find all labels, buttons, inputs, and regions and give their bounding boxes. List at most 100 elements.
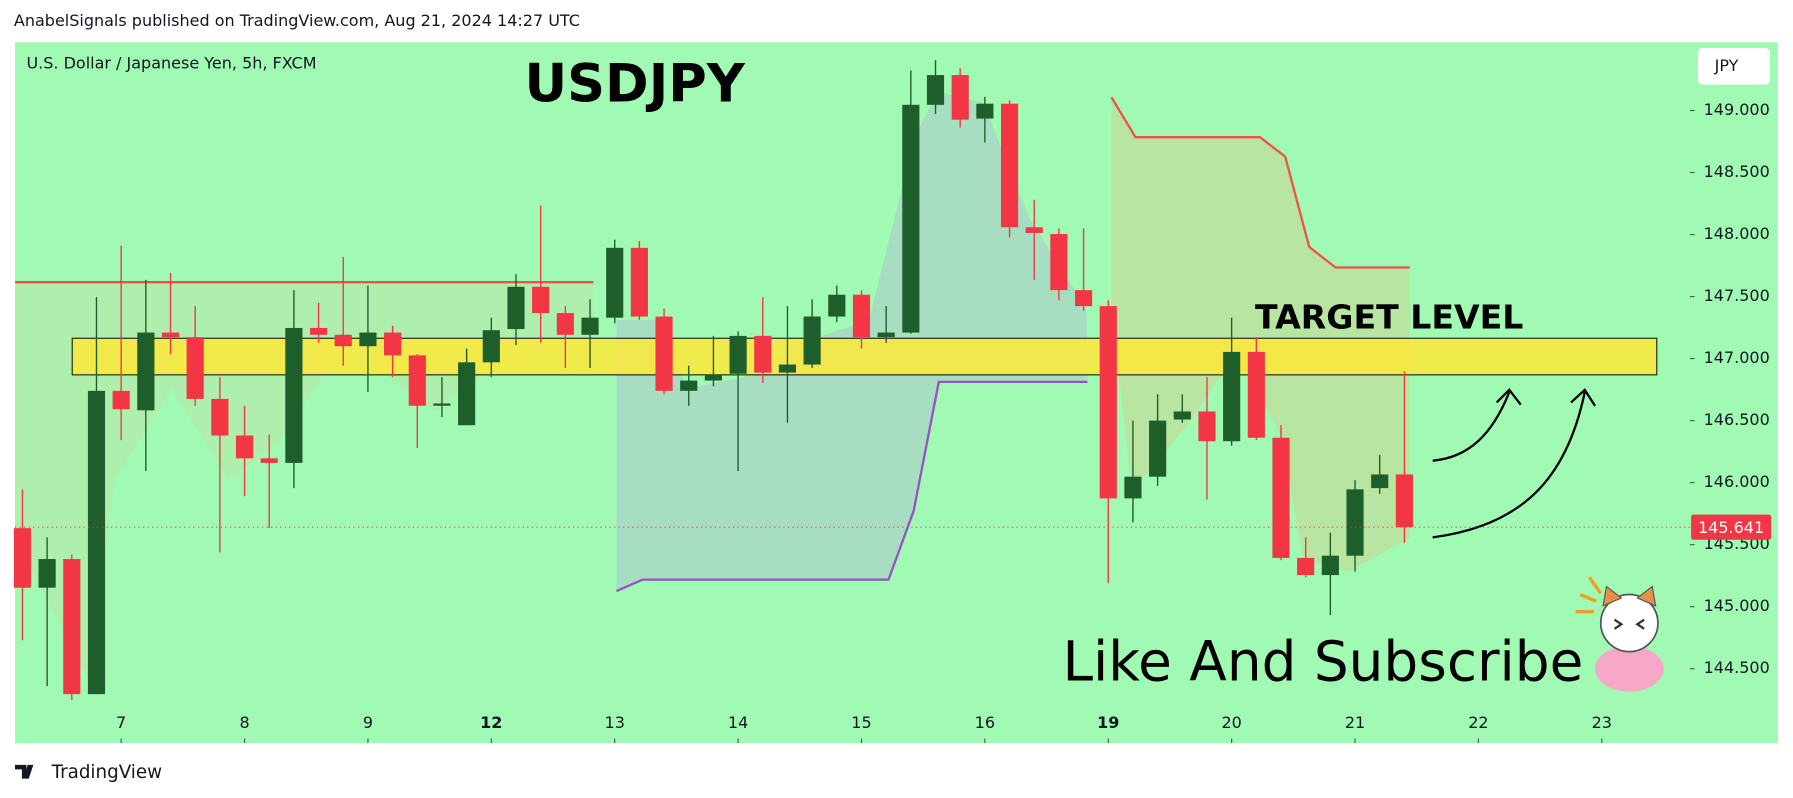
- candle-body: [1346, 489, 1364, 556]
- candle-body: [1272, 437, 1290, 558]
- x-tick-label: 8: [239, 713, 249, 732]
- candle-body: [556, 313, 574, 335]
- candle-body: [1000, 103, 1019, 228]
- candle-body: [655, 316, 673, 391]
- candle-body: [1173, 411, 1191, 420]
- y-tick-label: 144.500: [1704, 658, 1770, 677]
- x-tick-label: 13: [605, 713, 625, 732]
- arrow: [1432, 391, 1511, 462]
- candle-body: [384, 332, 402, 356]
- chart-title: USDJPY: [524, 54, 745, 115]
- candle-body: [1198, 411, 1216, 442]
- y-tick-label: 147.000: [1704, 348, 1770, 367]
- currency: JPY: [1714, 56, 1739, 75]
- candle-body: [87, 390, 106, 695]
- y-tick-label: 148.000: [1704, 224, 1770, 243]
- x-tick-label: 23: [1592, 713, 1612, 732]
- last-price-label: 145.641: [1698, 518, 1764, 537]
- candle-body: [235, 435, 254, 459]
- candle-body: [359, 332, 377, 347]
- candle-body: [926, 75, 945, 105]
- arrow: [1432, 391, 1586, 539]
- x-tick-label: 12: [480, 713, 502, 732]
- candle-body: [1124, 476, 1142, 499]
- candle-body: [1297, 557, 1315, 576]
- candle-body: [1050, 234, 1068, 291]
- candle-body: [606, 247, 624, 318]
- shade-left: [15, 282, 594, 686]
- candle-body: [852, 294, 871, 338]
- candle-body: [310, 327, 328, 335]
- candle-body: [1247, 351, 1265, 438]
- candle-body: [976, 103, 994, 119]
- x-tick-label: 16: [975, 713, 995, 732]
- candle-body: [112, 390, 130, 410]
- x-tick-label: 9: [363, 713, 373, 732]
- call-to-action: Like And Subscribe: [1062, 630, 1583, 694]
- candle-body: [161, 332, 180, 338]
- candle-body: [877, 332, 895, 338]
- header: AnabelSignals published on TradingView.c…: [14, 11, 580, 30]
- candle-body: [1075, 290, 1093, 307]
- candle-body: [334, 334, 352, 347]
- x-tick-label: 7: [116, 713, 126, 732]
- candle-body: [828, 294, 846, 317]
- footer: TradingView: [51, 762, 163, 783]
- target-zone: [71, 337, 1658, 376]
- x-tick-label: 21: [1345, 713, 1365, 732]
- candle-body: [803, 316, 821, 365]
- candle-body: [1371, 474, 1389, 489]
- candle-body: [1395, 474, 1413, 528]
- y-tick-label: 147.500: [1704, 286, 1770, 305]
- candle-body: [1321, 555, 1339, 576]
- x-tick-label: 20: [1221, 713, 1241, 732]
- overlay-line-red: [1110, 96, 1410, 269]
- candle-body: [1149, 420, 1167, 477]
- candle-body: [951, 75, 969, 120]
- candle-body: [630, 247, 648, 317]
- arrow-head: [1495, 388, 1522, 406]
- candle-body: [680, 380, 698, 391]
- candle-body: [1025, 227, 1043, 233]
- candle-body: [137, 332, 155, 411]
- y-tick-label: 148.500: [1704, 162, 1770, 181]
- candle-body: [211, 398, 229, 436]
- candle-body: [260, 458, 278, 463]
- candle-body: [433, 403, 451, 406]
- candle-body: [13, 528, 32, 588]
- x-tick-label: 22: [1468, 713, 1488, 732]
- candle-body: [285, 327, 303, 463]
- candle-body: [408, 355, 426, 406]
- candle-body: [704, 374, 722, 381]
- y-tick-label: 149.000: [1704, 100, 1770, 119]
- candle-body: [1223, 351, 1241, 442]
- subtitle: U.S. Dollar / Japanese Yen, 5h, FXCM: [26, 54, 316, 73]
- candle-body: [1099, 306, 1117, 499]
- arrow-head: [1570, 388, 1596, 407]
- candle-body: [778, 364, 797, 373]
- candle-body: [186, 337, 204, 399]
- candle-body: [458, 362, 476, 426]
- candle-body: [729, 335, 747, 374]
- mascot: [1575, 576, 1664, 692]
- x-tick-label: 14: [728, 713, 748, 732]
- candle-body: [63, 559, 81, 695]
- y-tick-label: 146.000: [1704, 472, 1770, 491]
- currency-box: [1697, 48, 1770, 85]
- logo: [15, 764, 34, 779]
- candle-body: [38, 559, 56, 588]
- candle-body: [482, 330, 500, 363]
- candle-body: [507, 286, 525, 330]
- target-label: TARGET LEVEL: [1255, 297, 1523, 336]
- shade-right: [1111, 97, 1410, 572]
- candle-body: [754, 335, 772, 373]
- candle-body: [581, 317, 599, 335]
- y-tick-label: 145.000: [1704, 596, 1770, 615]
- last-price-tag: [1691, 514, 1772, 540]
- candle-body: [532, 286, 550, 314]
- y-tick-label: 146.500: [1704, 410, 1770, 429]
- overlay-line-purple: [615, 380, 1088, 593]
- x-tick-label: 15: [851, 713, 871, 732]
